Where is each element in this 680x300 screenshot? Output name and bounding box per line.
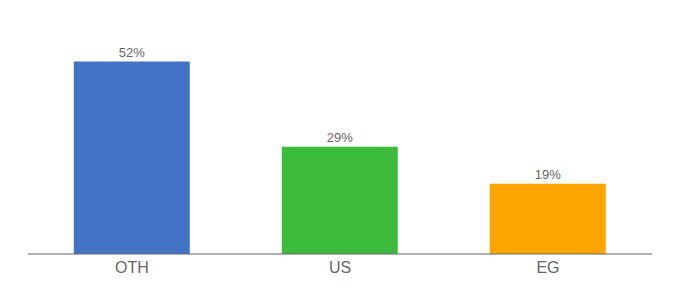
svg-text:52%: 52% [119, 45, 145, 60]
svg-text:US: US [329, 259, 351, 276]
svg-text:EG: EG [536, 259, 559, 276]
svg-text:29%: 29% [327, 130, 353, 145]
svg-text:19%: 19% [535, 167, 561, 182]
svg-text:OTH: OTH [115, 259, 149, 276]
